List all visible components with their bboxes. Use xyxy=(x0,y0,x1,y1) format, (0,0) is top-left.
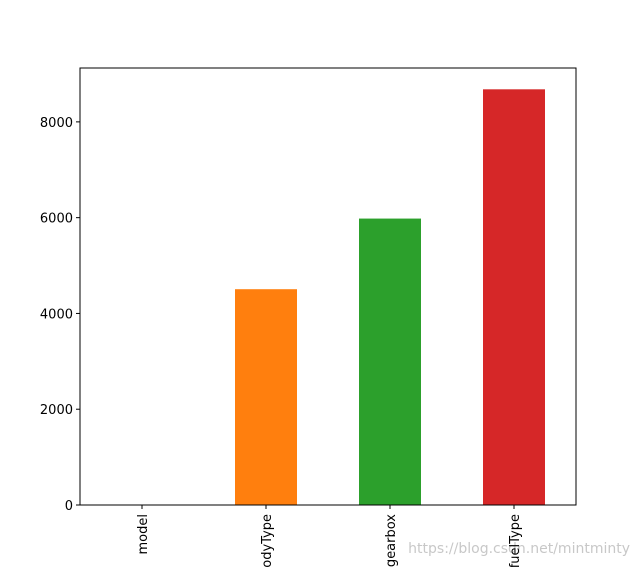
x-tick-label: gearbox xyxy=(384,514,399,567)
bar xyxy=(359,218,421,506)
y-tick-label: 0 xyxy=(65,499,73,514)
y-tick-label: 4000 xyxy=(40,307,73,322)
y-tick-label: 2000 xyxy=(40,403,73,418)
watermark: https://blog.csdn.net/mintminty xyxy=(408,541,630,557)
y-tick-label: 8000 xyxy=(40,116,73,131)
plot-frame xyxy=(79,67,577,506)
bar xyxy=(483,89,545,506)
x-tick-label: fuelType xyxy=(508,514,523,567)
bar xyxy=(235,289,297,505)
x-tick-label: model xyxy=(136,514,151,554)
x-tick-label: bodyType xyxy=(260,514,275,567)
y-tick-label: 6000 xyxy=(40,212,73,227)
